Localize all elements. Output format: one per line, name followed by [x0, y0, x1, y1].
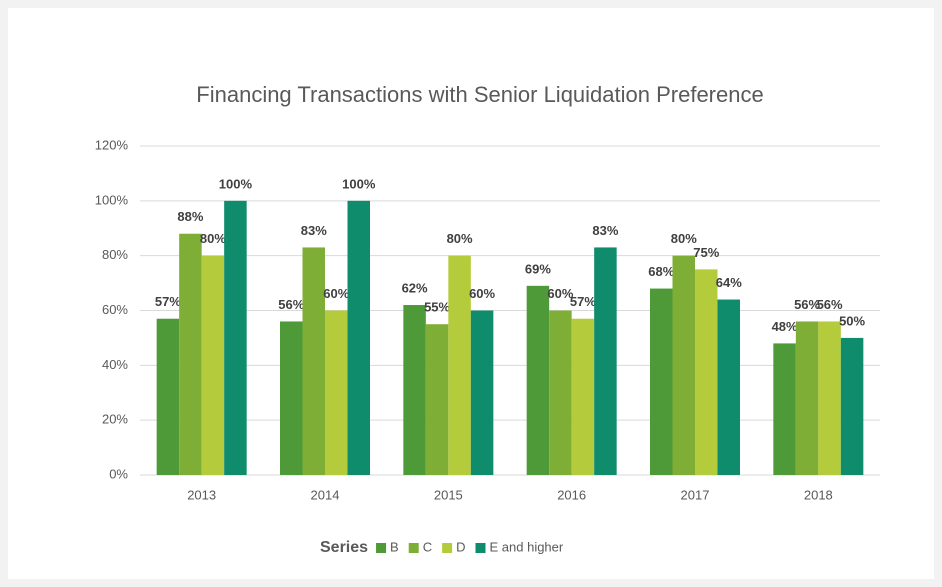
legend-title: Series — [320, 539, 368, 556]
value-label: 88% — [177, 209, 203, 224]
y-tick-label: 120% — [95, 137, 129, 152]
value-label: 64% — [716, 275, 742, 290]
bar — [773, 343, 796, 475]
value-label: 56% — [817, 297, 843, 312]
bar — [840, 337, 864, 475]
bar — [695, 269, 718, 475]
bar — [717, 299, 740, 475]
bar — [201, 255, 225, 475]
bar — [448, 255, 471, 475]
chart-area — [8, 8, 934, 579]
legend-label: C — [423, 539, 432, 554]
bar — [425, 324, 449, 475]
value-label: 68% — [648, 264, 674, 279]
legend-swatch — [475, 543, 486, 553]
y-tick-label: 100% — [95, 192, 129, 207]
value-label: 56% — [278, 297, 304, 312]
bar — [325, 310, 348, 475]
bar — [302, 247, 325, 475]
value-label: 100% — [219, 176, 253, 191]
bar — [179, 233, 202, 475]
bar — [672, 255, 695, 475]
value-label: 75% — [693, 245, 719, 260]
bar — [470, 310, 494, 475]
legend-label: D — [456, 539, 465, 554]
bar — [571, 318, 595, 475]
value-label: 80% — [200, 231, 226, 246]
value-label: 57% — [570, 294, 596, 309]
x-tick-label: 2017 — [681, 487, 710, 502]
value-label: 69% — [525, 261, 551, 276]
value-label: 83% — [592, 223, 618, 238]
bar — [403, 305, 426, 475]
x-tick-label: 2018 — [804, 487, 833, 502]
bar — [795, 321, 819, 475]
bar — [594, 247, 617, 475]
y-tick-label: 20% — [102, 412, 128, 427]
value-label: 50% — [839, 313, 865, 328]
chart-title: Financing Transactions with Senior Liqui… — [196, 82, 763, 107]
x-tick-label: 2015 — [434, 487, 463, 502]
x-tick-label: 2016 — [557, 487, 586, 502]
bar — [650, 288, 673, 475]
legend-label: B — [390, 539, 399, 554]
x-tick-label: 2014 — [311, 487, 340, 502]
bar — [224, 200, 247, 476]
value-label: 80% — [671, 231, 697, 246]
bar — [818, 321, 841, 475]
legend-swatch — [408, 543, 419, 553]
value-label: 60% — [323, 286, 349, 301]
y-tick-label: 80% — [102, 247, 128, 262]
bar — [549, 310, 572, 475]
bar — [156, 318, 180, 475]
value-label: 83% — [301, 223, 327, 238]
bar — [347, 200, 370, 476]
y-tick-label: 0% — [109, 466, 128, 481]
value-label: 56% — [794, 297, 820, 312]
legend-swatch — [442, 543, 453, 553]
y-tick-label: 40% — [102, 357, 128, 372]
value-label: 60% — [547, 286, 573, 301]
value-label: 60% — [469, 286, 495, 301]
value-label: 80% — [447, 231, 473, 246]
value-label: 48% — [772, 319, 798, 334]
value-label: 55% — [424, 300, 450, 315]
bar — [526, 285, 550, 475]
legend-label: E and higher — [490, 539, 564, 554]
bar — [280, 321, 303, 475]
x-tick-label: 2013 — [187, 487, 216, 502]
value-label: 62% — [402, 280, 428, 295]
value-label: 57% — [155, 294, 181, 309]
value-label: 100% — [342, 176, 376, 191]
legend-swatch — [376, 543, 387, 553]
y-tick-label: 60% — [102, 302, 128, 317]
